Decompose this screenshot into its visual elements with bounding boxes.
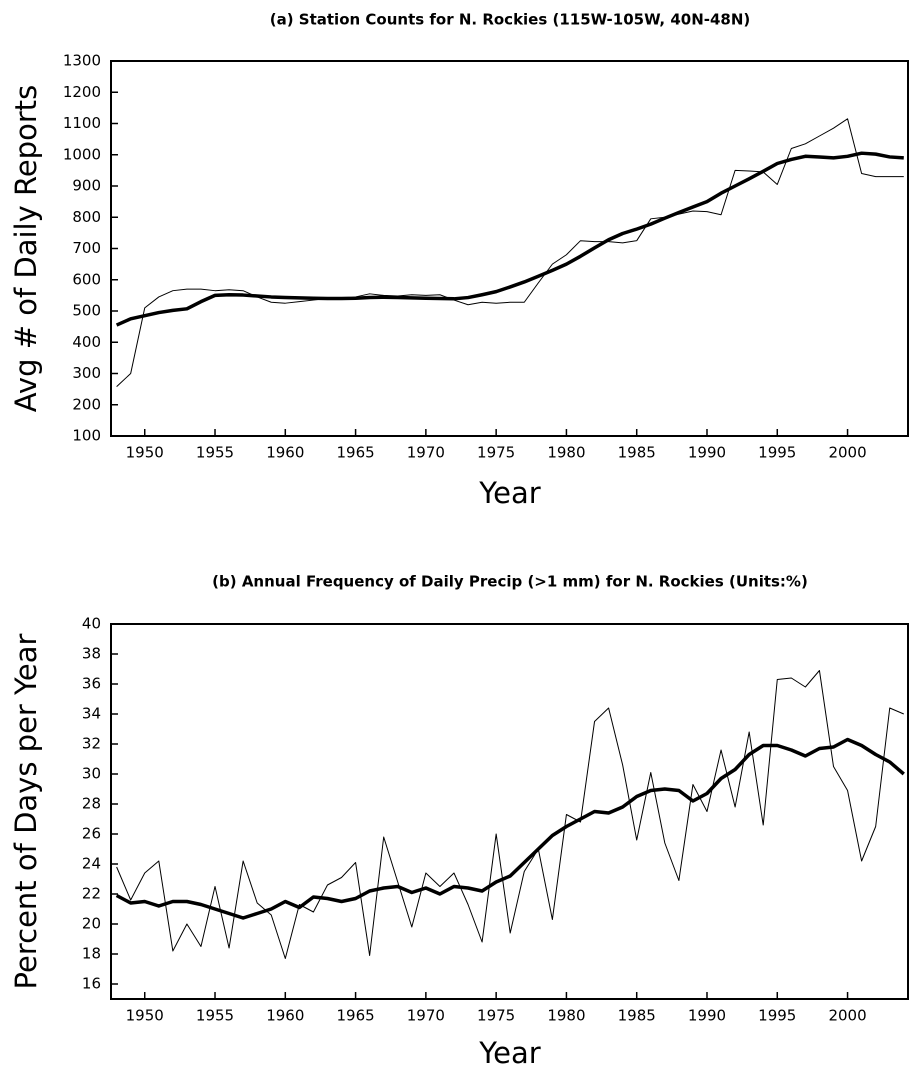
y-tick-label: 100 — [72, 427, 101, 445]
x-tick-label: 1975 — [477, 1007, 515, 1025]
y-tick-label: 300 — [72, 364, 101, 382]
series-line — [115, 737, 905, 920]
x-tick-label: 1950 — [126, 1007, 164, 1025]
chart-title: (a) Station Counts for N. Rockies (115W-… — [270, 11, 751, 29]
plot: (b) Annual Frequency of Daily Precip (>1… — [9, 573, 909, 1070]
y-tick-label: 16 — [82, 975, 101, 993]
y-tick-label: 34 — [82, 705, 101, 723]
x-axis-label: Year — [478, 1036, 540, 1070]
x-tick-label: 2000 — [828, 1007, 866, 1025]
plot-frame — [110, 623, 909, 1000]
x-tick-label: 1985 — [618, 444, 656, 462]
y-tick-label: 500 — [72, 302, 101, 320]
x-tick-label: 1970 — [407, 1007, 445, 1025]
x-tick-label: 1950 — [126, 444, 164, 462]
y-tick-label: 24 — [82, 855, 101, 873]
series-line — [116, 670, 904, 959]
y-tick-label: 38 — [82, 645, 101, 663]
y-tick-label: 200 — [72, 395, 101, 413]
y-tick-label: 700 — [72, 239, 101, 257]
y-tick-label: 1100 — [63, 114, 101, 132]
x-tick-label: 1995 — [758, 444, 796, 462]
x-tick-label: 1970 — [407, 444, 445, 462]
x-tick-label: 1975 — [477, 444, 515, 462]
y-tick-label: 900 — [72, 177, 101, 195]
y-tick-label: 1000 — [63, 145, 101, 163]
y-tick-label: 18 — [82, 945, 101, 963]
x-tick-label: 1960 — [266, 444, 304, 462]
x-tick-label: 1960 — [266, 1007, 304, 1025]
plot-frame — [110, 60, 909, 437]
x-tick-label: 1985 — [618, 1007, 656, 1025]
x-tick-label: 2000 — [828, 444, 866, 462]
y-tick-label: 800 — [72, 208, 101, 226]
series-line — [116, 118, 904, 387]
y-tick-label: 40 — [82, 615, 101, 633]
y-tick-label: 30 — [82, 765, 101, 783]
y-tick-label: 400 — [72, 333, 101, 351]
x-tick-label: 1990 — [688, 444, 726, 462]
y-tick-label: 28 — [82, 795, 101, 813]
x-axis-label: Year — [478, 476, 540, 510]
y-axis-label: Percent of Days per Year — [9, 633, 43, 989]
y-tick-label: 600 — [72, 270, 101, 288]
x-tick-label: 1955 — [196, 1007, 234, 1025]
x-tick-label: 1980 — [547, 1007, 585, 1025]
x-tick-label: 1965 — [336, 1007, 374, 1025]
x-tick-label: 1955 — [196, 444, 234, 462]
y-tick-label: 32 — [82, 735, 101, 753]
x-tick-label: 1980 — [547, 444, 585, 462]
x-tick-label: 1965 — [336, 444, 374, 462]
plot: (a) Station Counts for N. Rockies (115W-… — [9, 11, 909, 510]
y-tick-label: 26 — [82, 825, 101, 843]
y-tick-label: 20 — [82, 915, 101, 933]
series-line — [115, 151, 904, 327]
y-tick-label: 1300 — [63, 52, 101, 70]
y-tick-label: 1200 — [63, 83, 101, 101]
x-tick-label: 1990 — [688, 1007, 726, 1025]
y-tick-label: 36 — [82, 675, 101, 693]
y-tick-label: 22 — [82, 885, 101, 903]
y-axis-label: Avg # of Daily Reports — [9, 85, 43, 412]
x-tick-label: 1995 — [758, 1007, 796, 1025]
chart-title: (b) Annual Frequency of Daily Precip (>1… — [212, 573, 808, 591]
